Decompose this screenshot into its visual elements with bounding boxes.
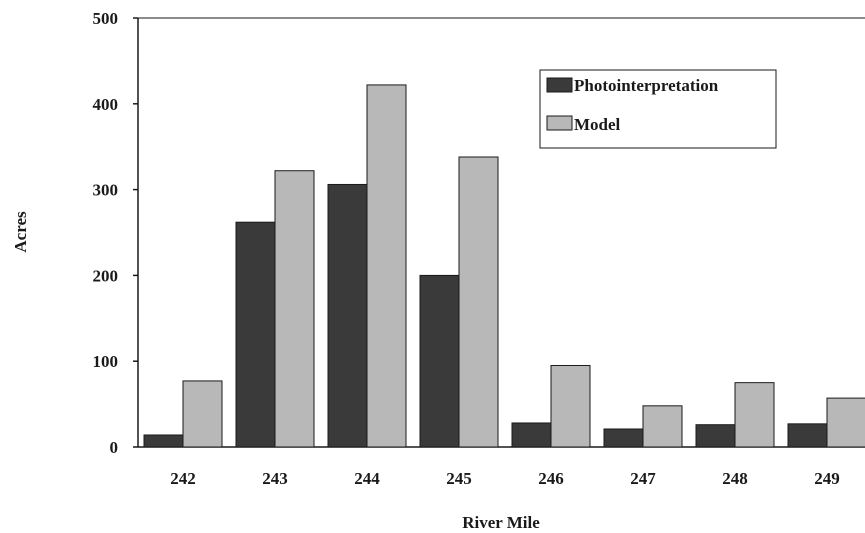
y-tick-label: 300 xyxy=(93,181,119,200)
x-tick-label: 246 xyxy=(538,469,564,488)
x-tick-label: 248 xyxy=(722,469,748,488)
bars xyxy=(143,84,865,448)
y-tick-label: 500 xyxy=(93,9,119,28)
legend-box xyxy=(539,69,777,149)
bar-model-246 xyxy=(550,364,591,448)
bar-photointerpretation-243 xyxy=(235,221,276,448)
x-tick-label: 244 xyxy=(354,469,380,488)
x-ticks: 242 243 244 245 246 247 248 249 xyxy=(170,469,840,488)
x-axis-title: River Mile xyxy=(462,513,540,532)
bar-model-248 xyxy=(734,382,775,448)
y-tick-label: 0 xyxy=(110,438,119,457)
bar-model-245 xyxy=(458,156,499,448)
bar-model-242 xyxy=(182,380,223,448)
x-tick-label: 243 xyxy=(262,469,288,488)
x-tick-label: 249 xyxy=(814,469,840,488)
y-ticks: 0 100 200 300 400 500 xyxy=(93,9,138,457)
bar-photointerpretation-242 xyxy=(143,434,184,448)
x-tick-label: 242 xyxy=(170,469,196,488)
bar-model-247 xyxy=(642,405,683,448)
bar-model-244 xyxy=(366,84,407,448)
x-tick-label: 247 xyxy=(630,469,656,488)
bar-photointerpretation-246 xyxy=(511,422,552,448)
legend-label-model: Model xyxy=(574,115,621,134)
y-axis-title: Acres xyxy=(11,211,30,253)
legend-swatch-model xyxy=(546,115,573,131)
y-tick-label: 100 xyxy=(93,352,119,371)
bar-photointerpretation-245 xyxy=(419,274,460,448)
bar-photointerpretation-248 xyxy=(695,424,736,448)
y-tick-label: 200 xyxy=(93,266,119,285)
bar-photointerpretation-247 xyxy=(603,428,644,448)
x-tick-label: 245 xyxy=(446,469,472,488)
legend-swatch-photointerpretation xyxy=(546,77,573,93)
y-tick-label: 400 xyxy=(93,95,119,114)
legend-label-photointerpretation: Photointerpretation xyxy=(574,76,719,95)
legend: Photointerpretation Model xyxy=(539,69,777,149)
bar-photointerpretation-244 xyxy=(327,183,368,448)
bar-photointerpretation-249 xyxy=(787,423,828,448)
bar-model-249 xyxy=(826,397,865,448)
bar-model-243 xyxy=(274,170,315,448)
